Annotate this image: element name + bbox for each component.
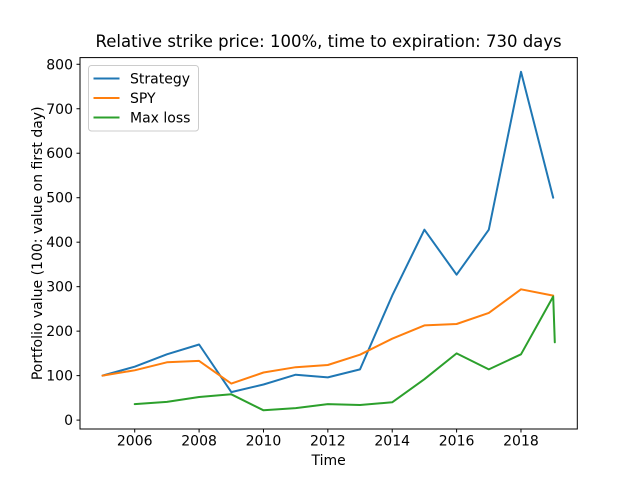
x-tick-label: 2010	[246, 434, 282, 450]
plot-area	[79, 57, 578, 430]
legend: Strategy SPY Max loss	[88, 65, 199, 132]
legend-label-spy: SPY	[130, 91, 156, 107]
y-tick-label: 500	[46, 191, 73, 207]
chart-title: Relative strike price: 100%, time to exp…	[96, 32, 562, 51]
y-tick-label: 300	[46, 280, 73, 296]
legend-box	[88, 65, 199, 132]
y-tick-label: 800	[46, 57, 73, 73]
y-tick-label: 600	[46, 146, 73, 162]
legend-label-max-loss: Max loss	[130, 111, 190, 127]
y-tick-label: 0	[64, 413, 73, 429]
x-tick-label: 2008	[181, 434, 217, 450]
y-tick-label: 700	[46, 102, 73, 118]
y-tick-label: 200	[46, 324, 73, 340]
y-axis-label: Portfolio value (100: value on first day…	[30, 106, 46, 380]
x-tick-label: 2016	[439, 434, 475, 450]
x-tick-label: 2018	[503, 434, 539, 450]
legend-label-strategy: Strategy	[130, 72, 190, 88]
series-line-max-loss	[133, 295, 556, 412]
x-tick-label: 2006	[117, 434, 153, 450]
y-tick-label: 100	[46, 369, 73, 385]
x-tick-label: 2014	[374, 434, 410, 450]
x-axis-label: Time	[310, 453, 345, 469]
series-line-strategy	[101, 70, 555, 394]
series-line-spy	[101, 288, 555, 385]
y-tick-label: 400	[46, 235, 73, 251]
x-tick-label: 2012	[310, 434, 346, 450]
